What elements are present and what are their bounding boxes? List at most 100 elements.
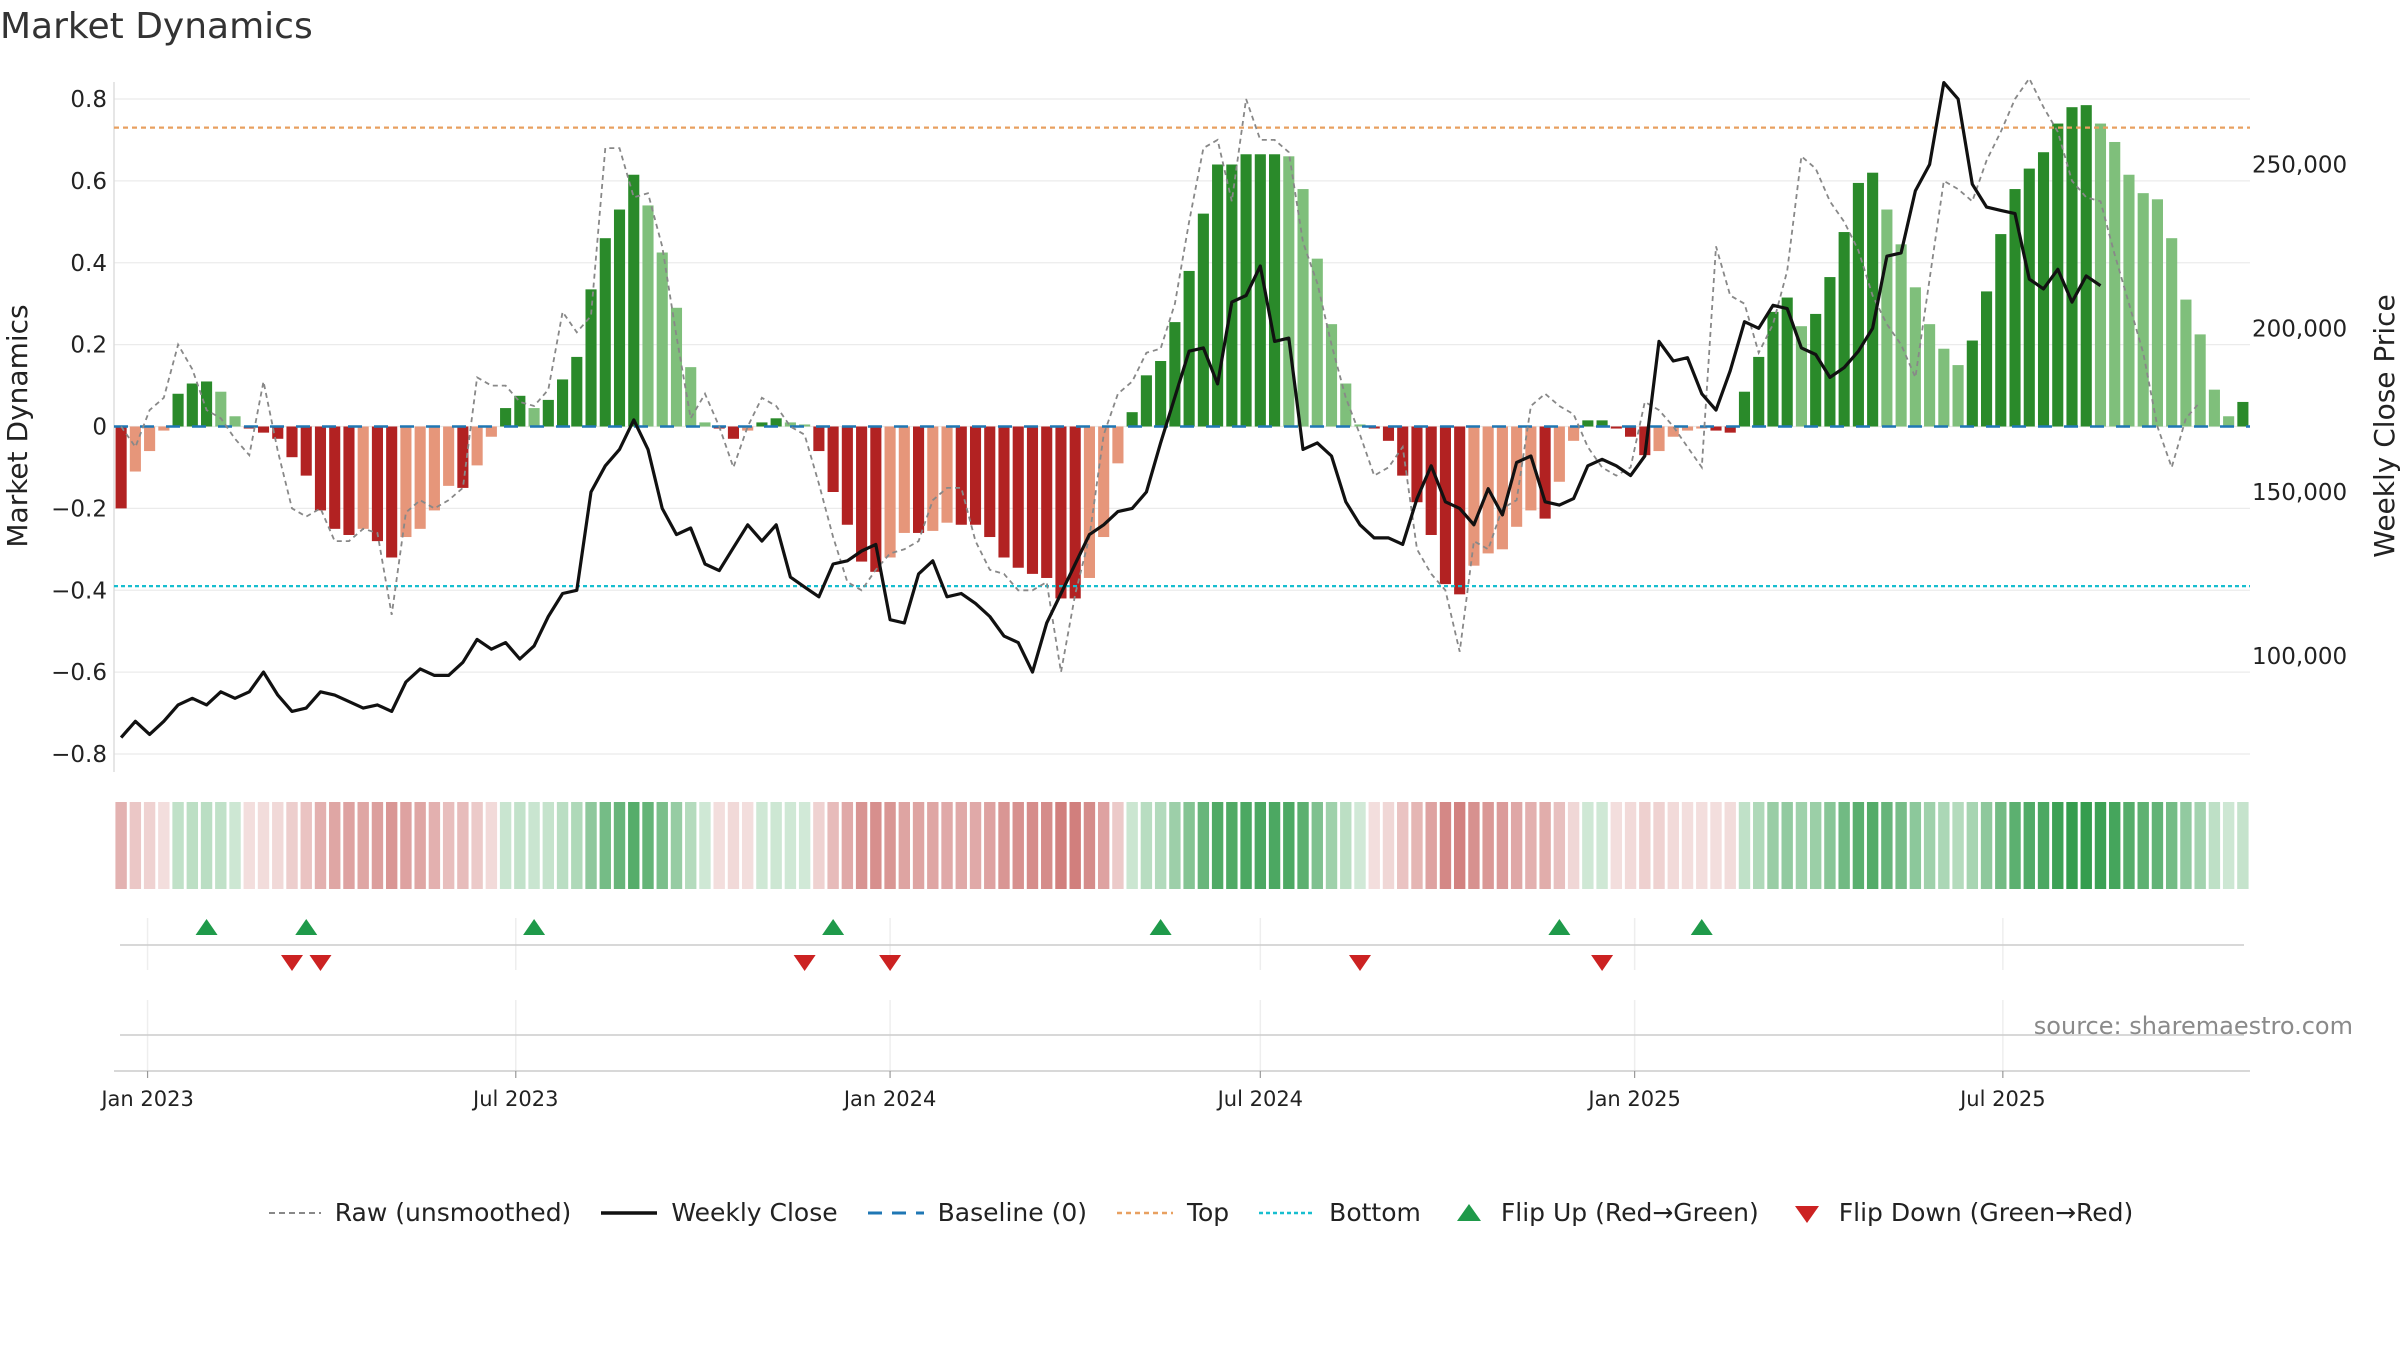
histogram-bar	[1610, 426, 1622, 429]
heat-strip-cell	[1582, 802, 1594, 889]
heat-strip-cell	[2137, 802, 2149, 889]
histogram-bar	[628, 174, 640, 427]
histogram-bar	[827, 426, 839, 492]
histogram-bar	[1226, 164, 1238, 427]
histogram-bar	[1098, 426, 1110, 538]
legend-swatch-raw	[268, 1211, 321, 1214]
legend-label-flip-down: Flip Down (Green→Red)	[1838, 1198, 2134, 1227]
histogram-bar	[443, 426, 455, 486]
heat-strip-cell	[1411, 802, 1423, 889]
heat-strip-cell	[1069, 802, 1081, 889]
heat-strip-cell	[1567, 802, 1580, 889]
heat-strip-cell	[613, 802, 626, 889]
histogram-bar	[1311, 258, 1323, 427]
heat-strip-cell	[1297, 802, 1309, 889]
histogram-bar	[1055, 426, 1067, 599]
y2-axis-label: Weekly Close Price	[2368, 294, 2400, 557]
heat-strip-cell	[1525, 802, 1537, 889]
histogram-bar	[1582, 420, 1594, 427]
grid-lines	[114, 98, 2250, 755]
heat-strip-cell	[2151, 802, 2164, 889]
heat-strip-cell	[1468, 802, 1480, 889]
flip-down-marker	[1591, 955, 1614, 971]
heat-strip-cell	[172, 802, 184, 889]
y2-tick-label: 200,000	[2252, 316, 2347, 342]
heat-strip-cell	[1482, 802, 1494, 889]
histogram-bar	[2208, 389, 2220, 427]
heat-strip-cell	[485, 802, 498, 889]
heat-strip-cell	[1809, 802, 1822, 889]
histogram-bar	[428, 426, 440, 511]
flip-down-marker	[281, 955, 303, 971]
heat-strip-cell	[912, 802, 925, 889]
histogram-bar	[1439, 426, 1451, 585]
histogram-bar	[172, 393, 184, 427]
histogram-bar	[1824, 277, 1836, 427]
histogram-bar	[813, 426, 825, 452]
heat-strip-cell	[2222, 802, 2235, 889]
heat-strip-cell	[1197, 802, 1210, 889]
heat-strip-cell	[1895, 802, 1907, 889]
heat-strip-cell	[1240, 802, 1252, 889]
flip-down-markers	[281, 955, 1614, 971]
heat-strip-cell	[400, 802, 412, 889]
heat-strip-cell	[1340, 802, 1352, 889]
heat-strip-cell	[1126, 802, 1138, 889]
heat-strip-cell	[927, 802, 939, 889]
heat-strip-cell	[2237, 802, 2249, 889]
histogram-bar	[2066, 107, 2078, 427]
histogram-bar	[2180, 299, 2192, 427]
histogram-bar	[1681, 426, 1694, 431]
histogram-bar	[257, 426, 270, 433]
legend-swatch-baseline	[867, 1211, 924, 1214]
histogram-bar	[1753, 356, 1765, 427]
histogram-bar	[1852, 182, 1864, 427]
flip-up-marker-icon	[1456, 1203, 1481, 1221]
histogram-bar	[201, 381, 213, 427]
heat-strip-cell	[343, 802, 355, 889]
heat-strip-cell	[1667, 802, 1679, 889]
histogram-bar	[1895, 244, 1907, 427]
histogram-bar	[2052, 123, 2064, 427]
legend-item-baseline: Baseline (0)	[866, 1198, 1087, 1227]
histogram-bar	[186, 383, 198, 427]
histogram-bar	[870, 426, 882, 572]
histogram-bar	[500, 408, 512, 427]
histogram-bar	[1468, 426, 1480, 566]
heat-strip-cell	[969, 802, 982, 889]
histogram-bar	[1653, 426, 1665, 452]
y-tick-label: 0.6	[70, 169, 107, 195]
x-tick-label: Jan 2023	[99, 1087, 194, 1111]
heat-strip-cell	[257, 802, 270, 889]
heat-strip-cell	[215, 802, 227, 889]
histogram-bar	[599, 238, 611, 427]
heat-strip-cell	[2180, 802, 2192, 889]
heat-strip-cell	[115, 802, 127, 889]
y-tick-label: −0.2	[51, 496, 107, 522]
histogram-bar	[2094, 123, 2107, 427]
histogram-bar	[144, 426, 156, 452]
histogram-bar	[799, 424, 811, 427]
heat-strip-cell	[186, 802, 199, 889]
heat-strip-cell	[998, 802, 1010, 889]
heat-strip-cell	[329, 802, 341, 889]
histogram-bar	[528, 408, 540, 427]
heat-strip-cell	[1923, 802, 1936, 889]
histogram-bar	[1411, 426, 1423, 503]
heat-strip-cell	[1012, 802, 1024, 889]
heat-strip-cell	[457, 802, 469, 889]
histogram-bar	[1511, 426, 1523, 527]
histogram-bar	[571, 356, 583, 427]
heat-strip-cell	[2009, 802, 2021, 889]
histogram-bar	[314, 426, 327, 511]
x-tick-label: Jul 2024	[1216, 1087, 1303, 1111]
histogram-bar	[1966, 340, 1978, 427]
heat-strip-cell	[1154, 802, 1167, 889]
legend-item-close: Weekly Close	[599, 1198, 838, 1227]
histogram-bar	[400, 426, 412, 538]
histogram-bar	[884, 426, 896, 558]
heat-strip-cell	[1397, 802, 1409, 889]
weekly-close-line	[119, 80, 2102, 739]
heat-strip-cell	[1283, 802, 1295, 889]
heat-strip-cell	[1781, 802, 1793, 889]
